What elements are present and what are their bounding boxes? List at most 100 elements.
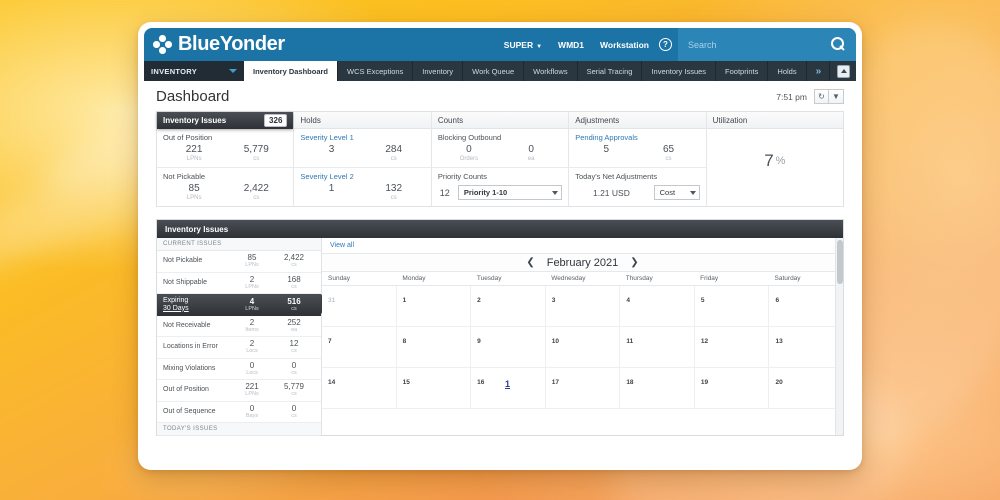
nav-tab-wcs-exceptions[interactable]: WCS Exceptions	[338, 61, 414, 81]
issue-metric: 252 ea	[273, 318, 315, 334]
question-mark-icon[interactable]: ?	[659, 38, 672, 51]
calendar-day-cell[interactable]: 15	[397, 368, 472, 408]
clover-logo-icon	[153, 35, 172, 54]
nav-tab-inventory-dashboard[interactable]: Inventory Dashboard	[244, 61, 339, 81]
scrollbar-thumb[interactable]	[837, 240, 843, 284]
kpi-dropdown[interactable]: Priority 1-10	[457, 185, 563, 200]
chevron-down-icon	[552, 190, 559, 195]
kpi-value: 5,779 cs	[225, 144, 287, 163]
issue-row[interactable]: Mixing Violations 0 Locs 0 cs	[157, 359, 321, 380]
calendar-weekday-row: Sunday Monday Tuesday Wednesday Thursday Frid…	[322, 272, 843, 286]
calendar-day-cell[interactable]: 13	[769, 327, 843, 367]
calendar-day-cell[interactable]: 7	[322, 327, 397, 367]
nav-right	[837, 61, 856, 81]
calendar-day-cell[interactable]: 11	[620, 327, 695, 367]
kpi-card-header: Adjustments	[569, 112, 706, 129]
calendar-day-cell[interactable]: 17	[546, 368, 621, 408]
kpi-row-label: Today's Net Adjustments	[575, 172, 658, 181]
calendar-day-number: 9	[477, 338, 481, 345]
calendar-day-cell[interactable]: 6	[769, 286, 843, 326]
nav-tab-footprints[interactable]: Footprints	[716, 61, 769, 81]
calendar-day-cell[interactable]: 14	[322, 368, 397, 408]
calendar-day-cell[interactable]: 31	[322, 286, 397, 326]
module-selector[interactable]: INVENTORY	[144, 61, 244, 81]
kpi-row-label[interactable]: Pending Approvals	[575, 133, 638, 142]
calendar-event-count[interactable]: 1	[505, 379, 511, 389]
calendar-day-cell[interactable]: 20	[769, 368, 843, 408]
calendar-day-cell[interactable]: 16 1	[471, 368, 546, 408]
kpi-number: 85	[188, 183, 200, 194]
issue-name: Not Pickable	[163, 257, 231, 265]
calendar-day-cell[interactable]: 9	[471, 327, 546, 367]
calendar-day-number: 16	[477, 379, 485, 386]
issue-name: Out of Sequence	[163, 408, 231, 416]
refresh-icon[interactable]: ↻	[814, 89, 829, 104]
issue-metric: 221 LPNs	[231, 382, 273, 398]
issue-row[interactable]: Out of Sequence 0 Bays 0 cs	[157, 402, 321, 423]
divider	[569, 167, 706, 168]
nav-more-button[interactable]: »	[807, 61, 831, 81]
kpi-dropdown[interactable]: Cost	[653, 185, 700, 200]
issue-number: 0	[249, 403, 255, 413]
calendar-day-cell[interactable]: 19	[695, 368, 770, 408]
nav-tab-work-queue[interactable]: Work Queue	[463, 61, 525, 81]
chevron-right-icon[interactable]: ❯	[630, 257, 639, 268]
calendar-day-cell[interactable]: 5	[695, 286, 770, 326]
collapse-up-icon[interactable]	[837, 64, 850, 78]
panel-body: CURRENT ISSUES Not Pickable 85 LPNs 2,422 cs…	[157, 238, 843, 436]
kpi-card-header: Counts	[431, 112, 569, 129]
view-all-link[interactable]: View all	[330, 242, 354, 249]
kpi-row-label[interactable]: Severity Level 2	[300, 172, 354, 181]
nav-tab-workflows[interactable]: Workflows	[524, 61, 578, 81]
inventory-issues-panel: Inventory Issues CURRENT ISSUES Not Pick…	[156, 219, 844, 436]
issue-unit: LPNs	[245, 262, 259, 269]
issue-number: 0	[291, 360, 297, 370]
kpi-value: 5	[575, 144, 637, 163]
search-input[interactable]	[688, 39, 818, 50]
issue-row[interactable]: Expiring 30 Days 4 LPNs 516 cs	[157, 294, 328, 316]
nav-tab-serial-tracing[interactable]: Serial Tracing	[578, 61, 643, 81]
issue-row[interactable]: Out of Position 221 LPNs 5,779 cs	[157, 380, 321, 402]
kpi-row-label[interactable]: Severity Level 1	[300, 133, 354, 142]
kpi-inline-control: 12 Priority 1-10	[432, 183, 568, 205]
calendar-day-number: 6	[775, 297, 780, 304]
workstation-label[interactable]: Workstation	[600, 39, 649, 50]
kpi-unit: cs	[253, 195, 260, 201]
issue-number: 2	[249, 274, 255, 284]
nav-tab-inventory[interactable]: Inventory	[413, 61, 464, 81]
chevron-left-icon[interactable]: ❮	[526, 257, 535, 268]
current-issues-label: CURRENT ISSUES	[157, 238, 321, 251]
brand-logo[interactable]: BlueYonder	[144, 33, 285, 56]
issue-number: 0	[249, 360, 255, 370]
calendar-day-cell[interactable]: 12	[695, 327, 770, 367]
calendar-day-cell[interactable]: 8	[397, 327, 472, 367]
calendar-day-cell[interactable]: 3	[546, 286, 621, 326]
issue-row[interactable]: Not Receivable 2 Items 252 ea	[157, 316, 321, 337]
calendar-day-cell[interactable]: 1	[397, 286, 472, 326]
issue-row[interactable]: Not Pickable 85 LPNs 2,422 cs	[157, 251, 321, 273]
nav-tab-holds[interactable]: Holds	[768, 61, 807, 81]
calendar-day-cell[interactable]: 18	[620, 368, 695, 408]
issue-number: 2	[249, 317, 255, 327]
chevron-down-icon[interactable]: ▼	[829, 89, 844, 104]
kpi-dropdown-value: Cost	[659, 188, 676, 197]
search-icon[interactable]	[831, 37, 846, 52]
calendar-day-cell[interactable]: 2	[471, 286, 546, 326]
user-menu[interactable]: SUPER ▼	[496, 40, 550, 50]
site-label[interactable]: WMD1	[558, 39, 585, 50]
issue-row[interactable]: Not Shippable 2 LPNs 168 cs	[157, 273, 321, 294]
calendar-weekday: Sunday	[328, 275, 351, 282]
issue-number: 168	[287, 274, 301, 284]
search-area[interactable]	[678, 28, 856, 61]
issue-row[interactable]: Locations in Error 2 Locs 12 cs	[157, 337, 321, 359]
nav-tab-inventory-issues[interactable]: Inventory Issues	[642, 61, 717, 81]
page-content: Dashboard 7:51 pm ↻ ▼ Inventory Issues 32…	[144, 81, 856, 464]
calendar-day-cell[interactable]: 10	[546, 327, 621, 367]
calendar-day-cell[interactable]: 4	[620, 286, 695, 326]
app-header: BlueYonder SUPER ▼ WMD1 Workstation ?	[144, 28, 856, 61]
issue-name-text: Out of Position	[163, 386, 209, 394]
panel-scrollbar[interactable]	[835, 238, 843, 435]
calendar-day-number: 11	[626, 338, 634, 345]
kpi-card-title: Adjustments	[575, 115, 620, 125]
kpi-number: 284	[385, 144, 403, 155]
